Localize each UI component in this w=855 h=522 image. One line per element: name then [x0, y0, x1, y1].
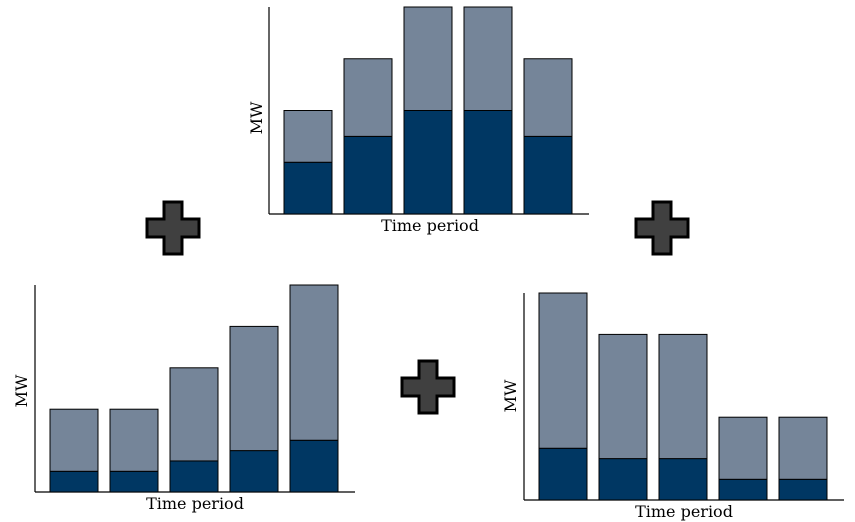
bar-top-segment — [229, 325, 279, 452]
x-axis-label: Time period — [146, 494, 244, 513]
bar-top-segment — [109, 408, 159, 472]
chart-top: Time period MW — [247, 6, 589, 235]
plus-shape — [400, 359, 456, 415]
bar-base-segment — [778, 478, 828, 501]
bar-base-segment — [169, 460, 219, 493]
bar-top-segment — [598, 333, 648, 460]
y-axis-label: MW — [247, 101, 266, 134]
bar-top-segment — [463, 6, 513, 111]
bar-top-segment — [523, 58, 573, 137]
bar-top-segment — [289, 284, 339, 441]
plus-shape — [634, 200, 690, 256]
bar-base-segment — [49, 470, 99, 493]
bar-base-segment — [718, 478, 768, 501]
y-axis-label: MW — [501, 379, 520, 412]
x-axis-label: Time period — [381, 216, 479, 235]
plus-icon-right — [634, 200, 690, 256]
bar-base-segment — [229, 450, 279, 493]
plus-shape — [145, 200, 201, 256]
bar-top-segment — [283, 110, 333, 163]
bar-top-segment — [718, 416, 768, 480]
y-axis-label: MW — [12, 374, 31, 407]
bar-top-segment — [169, 367, 219, 462]
bar-base-segment — [289, 439, 339, 493]
bar-base-segment — [403, 110, 453, 215]
bar-top-segment — [778, 416, 828, 480]
chart-bottom-right: Time period MW — [501, 292, 844, 521]
x-axis-label: Time period — [635, 502, 733, 521]
bar-base-segment — [343, 135, 393, 215]
bar-base-segment — [109, 470, 159, 493]
bar-base-segment — [538, 447, 588, 501]
plus-icon-middle — [400, 359, 456, 415]
bar-top-segment — [49, 408, 99, 472]
bar-base-segment — [658, 458, 708, 501]
chart-bottom-left: Time period MW — [12, 284, 355, 513]
bar-base-segment — [523, 135, 573, 215]
bar-base-segment — [598, 458, 648, 501]
bar-top-segment — [343, 58, 393, 137]
bar-top-segment — [538, 292, 588, 449]
bar-top-segment — [403, 6, 453, 111]
bar-top-segment — [658, 333, 708, 460]
bar-base-segment — [283, 161, 333, 215]
plus-icon-left — [145, 200, 201, 256]
bar-base-segment — [463, 110, 513, 215]
